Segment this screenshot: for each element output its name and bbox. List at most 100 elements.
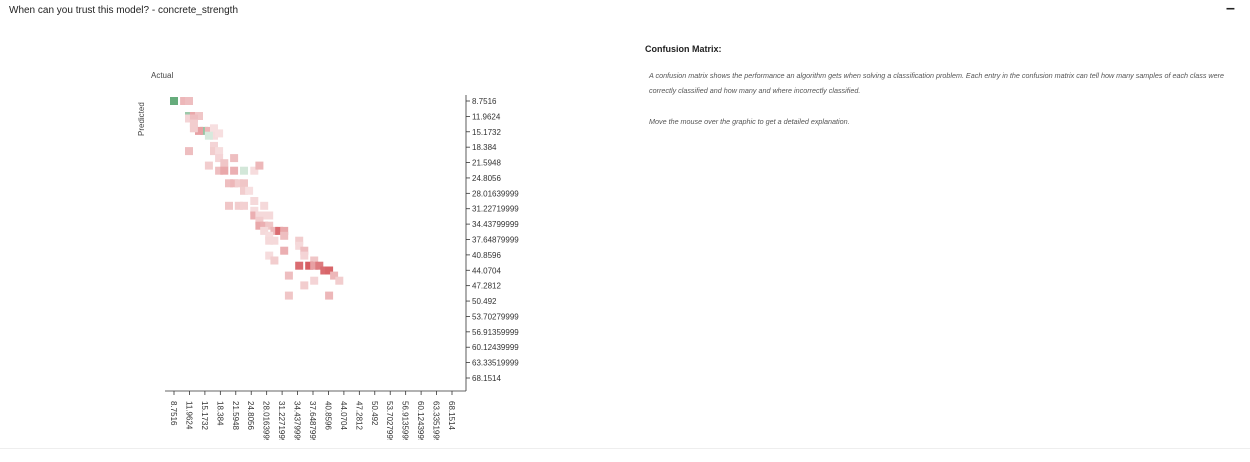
- heatmap-cell[interactable]: [250, 197, 259, 205]
- heatmap-cell[interactable]: [250, 206, 259, 215]
- heatmap-cell[interactable]: [280, 226, 289, 235]
- heatmap-cell[interactable]: [215, 147, 224, 156]
- heatmap-cell[interactable]: [320, 266, 329, 275]
- heatmap-cell[interactable]: [265, 231, 274, 240]
- x-tick-label: 8.7516: [169, 401, 178, 426]
- heatmap-cell[interactable]: [230, 154, 239, 163]
- x-tick-label: 28.01639999: [262, 401, 271, 440]
- heatmap-cell[interactable]: [310, 261, 319, 270]
- heatmap-cell[interactable]: [310, 256, 319, 265]
- heatmap-cell[interactable]: [245, 186, 254, 195]
- heatmap-cell[interactable]: [255, 161, 264, 170]
- y-tick-label: 40.8596: [472, 251, 501, 260]
- heatmap-cell[interactable]: [265, 221, 274, 230]
- heatmap-cell[interactable]: [170, 97, 178, 105]
- heatmap-cell[interactable]: [185, 97, 193, 105]
- heatmap-cell[interactable]: [265, 211, 274, 220]
- heatmap-cell[interactable]: [305, 261, 314, 270]
- heatmap-cell[interactable]: [260, 201, 269, 210]
- heatmap-cell[interactable]: [220, 166, 229, 175]
- x-tick-label: 40.8596: [323, 401, 332, 430]
- heatmap-cell[interactable]: [240, 201, 248, 210]
- heatmap-cell[interactable]: [270, 226, 279, 235]
- heatmap-cell[interactable]: [200, 126, 209, 135]
- heatmap-cell[interactable]: [189, 119, 198, 128]
- heatmap-cell[interactable]: [255, 221, 264, 230]
- heatmap-cell[interactable]: [210, 141, 218, 150]
- heatmap-cell[interactable]: [240, 166, 248, 175]
- heatmap-cell[interactable]: [270, 236, 279, 245]
- heatmap-cell[interactable]: [225, 179, 233, 188]
- y-tick-label: 53.70279999: [472, 312, 519, 321]
- heatmap-cell[interactable]: [220, 159, 229, 168]
- heatmap-cell[interactable]: [315, 261, 324, 270]
- heatmap-cell[interactable]: [284, 271, 293, 280]
- heatmap-cell[interactable]: [310, 276, 319, 285]
- heatmap-cell[interactable]: [260, 226, 269, 235]
- heatmap-cell[interactable]: [240, 179, 248, 188]
- heatmap-cell[interactable]: [185, 114, 193, 123]
- y-tick-label: 24.8056: [472, 174, 501, 183]
- heatmap-cell[interactable]: [284, 291, 293, 300]
- heatmap-cell[interactable]: [230, 166, 239, 175]
- heatmap-cell[interactable]: [204, 161, 213, 170]
- heatmap-cell[interactable]: [210, 147, 218, 156]
- heatmap-cell[interactable]: [215, 129, 224, 138]
- heatmap-cell[interactable]: [250, 166, 259, 175]
- heatmap-cell[interactable]: [280, 231, 289, 240]
- heatmap-cell[interactable]: [250, 211, 259, 220]
- heatmap-cell[interactable]: [185, 147, 193, 156]
- heatmap-cell[interactable]: [295, 241, 304, 250]
- y-tick-label: 37.64879999: [472, 236, 519, 245]
- y-tick-label: 18.384: [472, 143, 497, 152]
- heatmap-cell[interactable]: [230, 179, 239, 188]
- x-tick-label: 37.64879999: [308, 401, 317, 440]
- heatmap-cell[interactable]: [215, 166, 224, 175]
- heatmap-cell[interactable]: [234, 201, 243, 210]
- x-tick-label: 68.1514: [447, 401, 456, 430]
- y-tick-label: 60.12439999: [472, 343, 519, 352]
- heatmap-cell[interactable]: [295, 261, 304, 270]
- heatmap-cell[interactable]: [295, 236, 304, 245]
- confusion-matrix-chart[interactable]: Actual Predicted 8.7516 11.9624 15.1732 18.…: [0, 0, 640, 440]
- heatmap-cell[interactable]: [204, 126, 213, 135]
- heatmap-cell[interactable]: [215, 154, 224, 163]
- heatmap-cell[interactable]: [260, 221, 269, 230]
- heatmap-cell[interactable]: [300, 246, 309, 255]
- info-panel: Confusion Matrix: A confusion matrix sho…: [645, 44, 1235, 145]
- heatmap-cell[interactable]: [265, 251, 274, 260]
- app-header: When can you trust this model? - concret…: [0, 0, 1250, 24]
- heatmap-cell[interactable]: [280, 246, 289, 255]
- heatmap-cell[interactable]: [325, 291, 334, 300]
- heatmap-cell[interactable]: [300, 251, 309, 260]
- heatmap-cell[interactable]: [325, 266, 334, 275]
- heatmap-cell[interactable]: [234, 179, 243, 188]
- heatmap-cell[interactable]: [204, 131, 213, 140]
- heatmap-cell[interactable]: [189, 124, 198, 133]
- heatmap-cell[interactable]: [270, 256, 279, 265]
- heatmap-cell[interactable]: [180, 97, 189, 105]
- heatmap-cell[interactable]: [240, 186, 248, 195]
- heatmap-cell[interactable]: [210, 131, 218, 140]
- heatmap-cell[interactable]: [195, 112, 203, 120]
- heatmap-cell[interactable]: [300, 281, 309, 290]
- info-description: A confusion matrix shows the performance…: [649, 71, 1225, 95]
- heatmap-cell[interactable]: [225, 201, 233, 210]
- heatmap-cells[interactable]: [170, 97, 344, 300]
- heatmap-cell[interactable]: [255, 211, 264, 220]
- x-tick-label: 44.0704: [339, 401, 348, 430]
- heatmap-cell[interactable]: [195, 126, 203, 135]
- heatmap-cell[interactable]: [335, 276, 344, 285]
- heatmap-cell[interactable]: [265, 236, 274, 245]
- heatmap-cell[interactable]: [189, 114, 198, 123]
- heatmap-cell[interactable]: [255, 216, 264, 225]
- collapse-button[interactable]: –: [1226, 0, 1235, 17]
- heatmap-cell[interactable]: [330, 271, 339, 280]
- y-tick-label: 31.22719999: [472, 205, 519, 214]
- x-tick-label: 21.5948: [231, 401, 240, 430]
- y-tick-label: 50.492: [472, 297, 497, 306]
- x-axis: 8.7516 11.9624 15.1732 18.384 21.5948 24.8056…: [165, 390, 466, 440]
- heatmap-cell[interactable]: [260, 211, 269, 220]
- heatmap-cell[interactable]: [275, 226, 284, 235]
- heatmap-cell[interactable]: [210, 124, 218, 133]
